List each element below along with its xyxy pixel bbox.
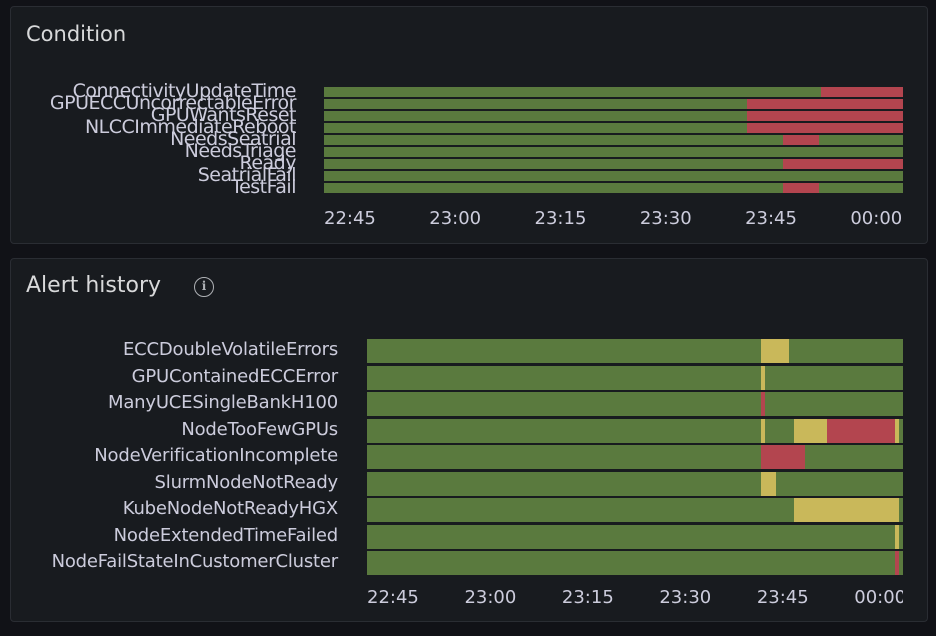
row-label: GPUContainedECCError: [131, 365, 339, 387]
row-label: SeatrialFail: [197, 164, 297, 186]
row-label: KubeNodeNotReadyHGX: [122, 498, 338, 519]
x-axis: 22:45 23:00 23:15 23:30 23:45 00:00: [324, 210, 903, 232]
timeline-row[interactable]: [367, 339, 903, 363]
row-label: NodeFailStateInCustomerCluster: [51, 551, 339, 572]
timeline-row[interactable]: [324, 135, 903, 145]
timeline-row[interactable]: [367, 365, 903, 390]
x-axis-tick-label: 22:45: [324, 210, 376, 229]
pending-segment[interactable]: [794, 498, 900, 522]
alert-history-panel-title: Alert history: [26, 273, 162, 298]
timeline-row[interactable]: [367, 418, 903, 443]
row-label: NodeVerificationIncomplete: [94, 445, 338, 466]
timeline-row[interactable]: [324, 111, 903, 121]
row-label: GPUWantsReset: [150, 104, 297, 126]
x-axis-tick-label: 00:00: [854, 589, 903, 608]
x-axis-tick-label: 23:45: [745, 210, 797, 229]
pending-segment[interactable]: [894, 524, 900, 549]
firing-segment[interactable]: [827, 418, 895, 443]
timeline-row[interactable]: [324, 183, 903, 193]
row-label: NeedsSeatrial: [170, 128, 296, 150]
timeline-row[interactable]: [324, 87, 903, 97]
row-label: ManyUCESingleBankH100: [108, 392, 338, 413]
firing-segment[interactable]: [783, 135, 820, 145]
firing-segment[interactable]: [760, 445, 805, 469]
pending-segment[interactable]: [760, 365, 765, 390]
timeline-row[interactable]: [367, 524, 903, 549]
timeline-row[interactable]: [324, 123, 903, 133]
x-axis-tick-label: 23:00: [429, 210, 482, 229]
alert-history-panel: Alert history i ECCDoubleVolatileErrors G…: [10, 258, 928, 622]
row-label: NeedsTriage: [184, 140, 297, 162]
x-axis-tick-label: 23:30: [639, 210, 692, 229]
pending-segment[interactable]: [760, 471, 777, 496]
row-label: ECCDoubleVolatileErrors: [122, 339, 338, 360]
timeline-row[interactable]: [324, 159, 903, 169]
row-label: ConnectivityUpdateTime: [72, 80, 297, 102]
timeline-row[interactable]: [324, 171, 903, 181]
pending-segment[interactable]: [760, 339, 790, 363]
info-circle-icon[interactable]: i: [194, 277, 214, 297]
firing-segment[interactable]: [760, 392, 765, 416]
firing-segment[interactable]: [783, 183, 820, 193]
pending-segment[interactable]: [794, 418, 828, 443]
row-label: NLCCImmediateReboot: [84, 116, 297, 138]
timeline-row[interactable]: [367, 498, 903, 522]
pending-segment[interactable]: [894, 418, 900, 443]
timeline-row[interactable]: [367, 471, 903, 496]
row-label: NodeTooFewGPUs: [181, 418, 338, 440]
condition-panel: Condition ConnectivityUpdateTime GPUECCUn…: [10, 6, 928, 244]
x-axis-tick-label: 22:45: [367, 589, 419, 608]
condition-panel-title: Condition: [26, 22, 127, 46]
firing-segment[interactable]: [747, 99, 903, 109]
firing-segment[interactable]: [747, 123, 903, 133]
row-label: SlurmNodeNotReady: [154, 471, 339, 493]
x-axis-tick-label: 23:15: [561, 589, 614, 608]
timeline-row[interactable]: [367, 392, 903, 416]
x-axis-tick-label: 23:45: [756, 589, 809, 608]
x-axis-tick-label: 23:00: [464, 589, 517, 608]
firing-segment[interactable]: [747, 111, 903, 121]
pending-segment[interactable]: [760, 418, 765, 443]
row-label: NodeExtendedTimeFailed: [113, 524, 339, 546]
x-axis-tick-label: 00:00: [850, 210, 903, 229]
row-label: TestFail: [231, 176, 296, 198]
timeline-row[interactable]: [324, 99, 903, 109]
timeline-row[interactable]: [367, 551, 903, 575]
firing-segment[interactable]: [821, 87, 903, 97]
x-axis: 22:45 23:00 23:15 23:30 23:45 00:00: [367, 589, 903, 611]
row-label: Ready: [239, 152, 297, 174]
firing-segment[interactable]: [783, 159, 903, 169]
timeline-row[interactable]: [324, 147, 903, 157]
row-label: GPUECCUncorrectableError: [49, 92, 297, 114]
timeline-row[interactable]: [367, 445, 903, 469]
x-axis-tick-label: 23:30: [659, 589, 712, 608]
firing-segment[interactable]: [894, 551, 900, 575]
x-axis-tick-label: 23:15: [534, 210, 587, 229]
